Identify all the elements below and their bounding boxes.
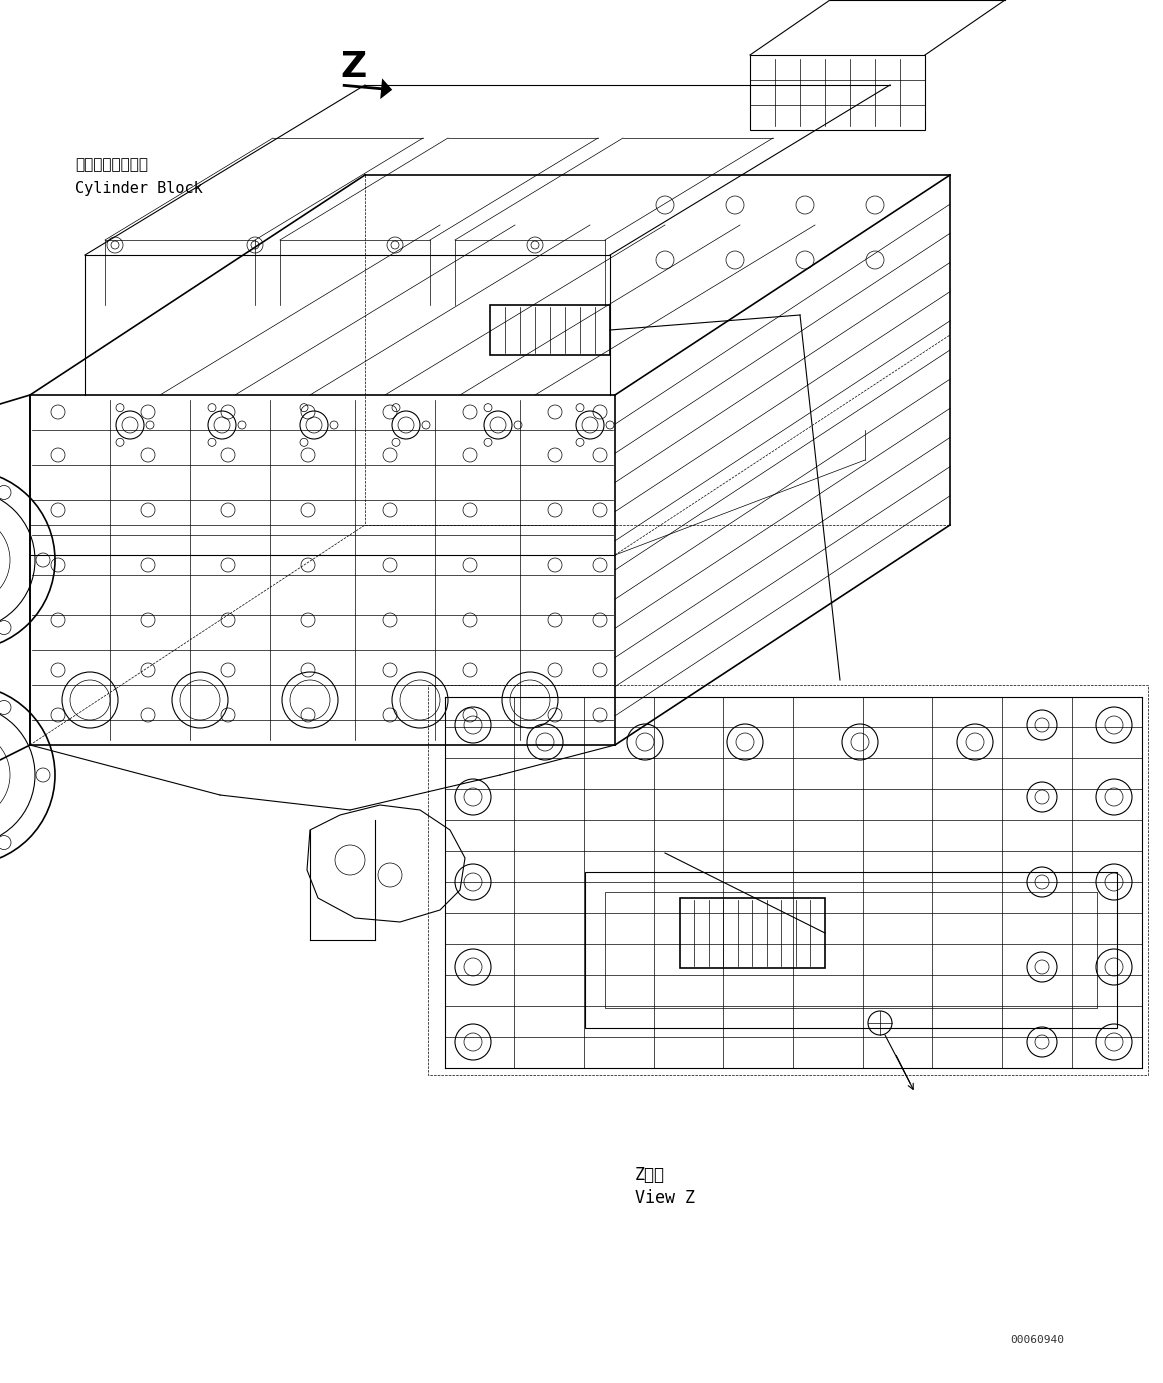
Text: Z　視: Z 視: [635, 1166, 665, 1184]
Text: Z: Z: [340, 50, 366, 84]
Text: シリンダブロック: シリンダブロック: [74, 158, 148, 173]
Text: View Z: View Z: [635, 1189, 695, 1207]
Text: Cylinder Block: Cylinder Block: [74, 181, 202, 195]
Text: 00060940: 00060940: [1009, 1335, 1064, 1346]
